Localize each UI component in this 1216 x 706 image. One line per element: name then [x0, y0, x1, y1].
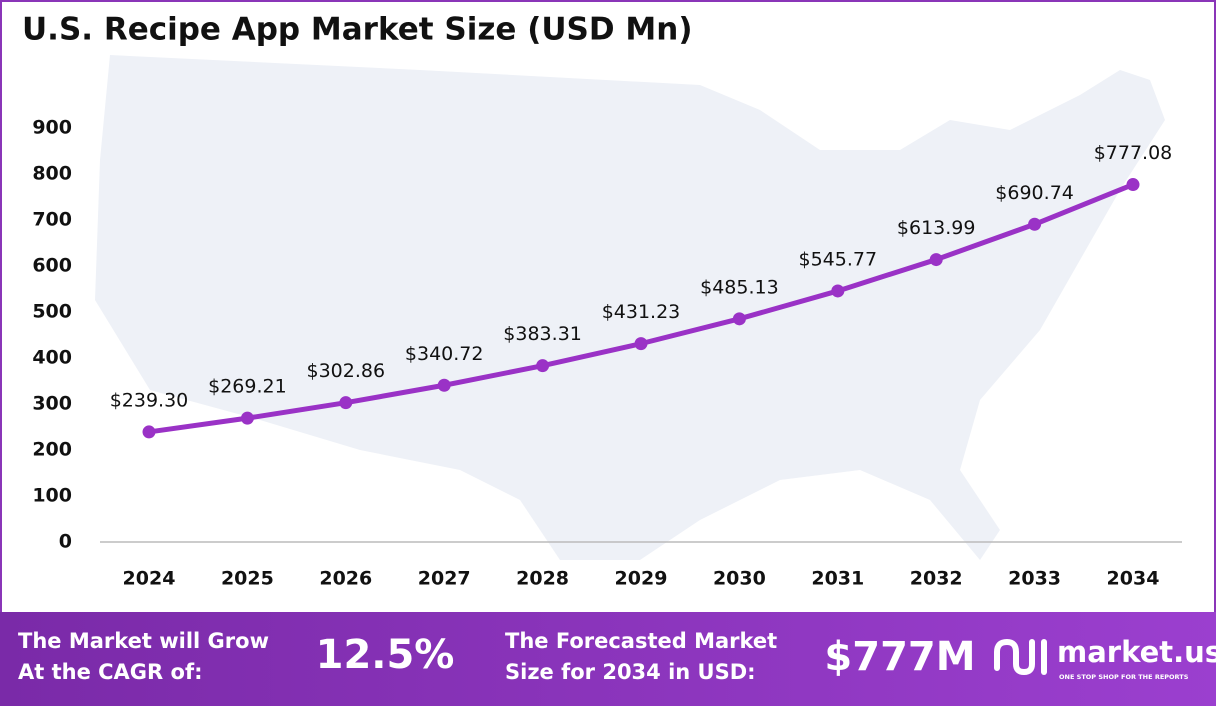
- point: [536, 359, 550, 373]
- x-tick-label: 2027: [418, 568, 471, 590]
- y-tick-label: 200: [32, 439, 72, 461]
- y-tick-label: 100: [32, 485, 72, 507]
- point: [732, 312, 746, 326]
- x-tick-label: 2025: [221, 568, 274, 590]
- map-background: [95, 55, 1165, 560]
- x-tick-label: 2026: [319, 568, 372, 590]
- value-label: $690.74: [995, 182, 1074, 204]
- chart-title: U.S. Recipe App Market Size (USD Mn): [22, 12, 692, 48]
- y-tick-label: 600: [32, 255, 72, 277]
- x-tick-label: 2030: [713, 568, 766, 590]
- value-label: $613.99: [897, 217, 976, 239]
- y-tick-label: 500: [32, 301, 72, 323]
- y-tick-label: 0: [59, 531, 72, 553]
- y-tick-label: 300: [32, 393, 72, 415]
- y-tick-label: 400: [32, 347, 72, 369]
- x-tick-label: 2032: [910, 568, 963, 590]
- y-tick-label: 900: [32, 117, 72, 139]
- cagr-label: The Market will Grow: [18, 629, 269, 653]
- value-label: $485.13: [700, 276, 779, 298]
- point: [339, 396, 353, 410]
- value-label: $545.77: [799, 248, 878, 270]
- forecast-label: The Forecasted Market: [505, 629, 777, 653]
- value-label: $340.72: [405, 343, 484, 365]
- value-label: $269.21: [208, 376, 287, 398]
- cagr-value: 12.5%: [316, 632, 455, 678]
- point: [929, 253, 943, 267]
- brand-tagline: ONE STOP SHOP FOR THE REPORTS: [1059, 673, 1189, 681]
- point: [634, 337, 648, 351]
- x-tick-label: 2033: [1008, 568, 1061, 590]
- x-tick-label: 2031: [811, 568, 864, 590]
- forecast-label: Size for 2034 in USD:: [505, 660, 756, 684]
- value-label: $239.30: [110, 389, 189, 411]
- point: [1126, 178, 1140, 192]
- point: [240, 411, 254, 425]
- value-label: $431.23: [602, 301, 681, 323]
- point: [831, 284, 845, 298]
- cagr-label: At the CAGR of:: [18, 660, 203, 684]
- point: [142, 425, 156, 439]
- brand-logo: [994, 638, 1047, 676]
- value-label: $302.86: [307, 360, 386, 382]
- value-label: $383.31: [503, 323, 582, 345]
- point: [437, 378, 451, 392]
- point: [1028, 217, 1042, 231]
- forecast-value: $777M: [824, 634, 975, 680]
- x-tick-label: 2028: [516, 568, 569, 590]
- y-tick-label: 800: [32, 163, 72, 185]
- y-tick-label: 700: [32, 209, 72, 231]
- x-tick-label: 2029: [615, 568, 668, 590]
- x-tick-label: 2024: [123, 568, 176, 590]
- value-label: $777.08: [1094, 142, 1173, 164]
- brand-name: market.us: [1057, 635, 1216, 669]
- x-tick-label: 2034: [1107, 568, 1160, 590]
